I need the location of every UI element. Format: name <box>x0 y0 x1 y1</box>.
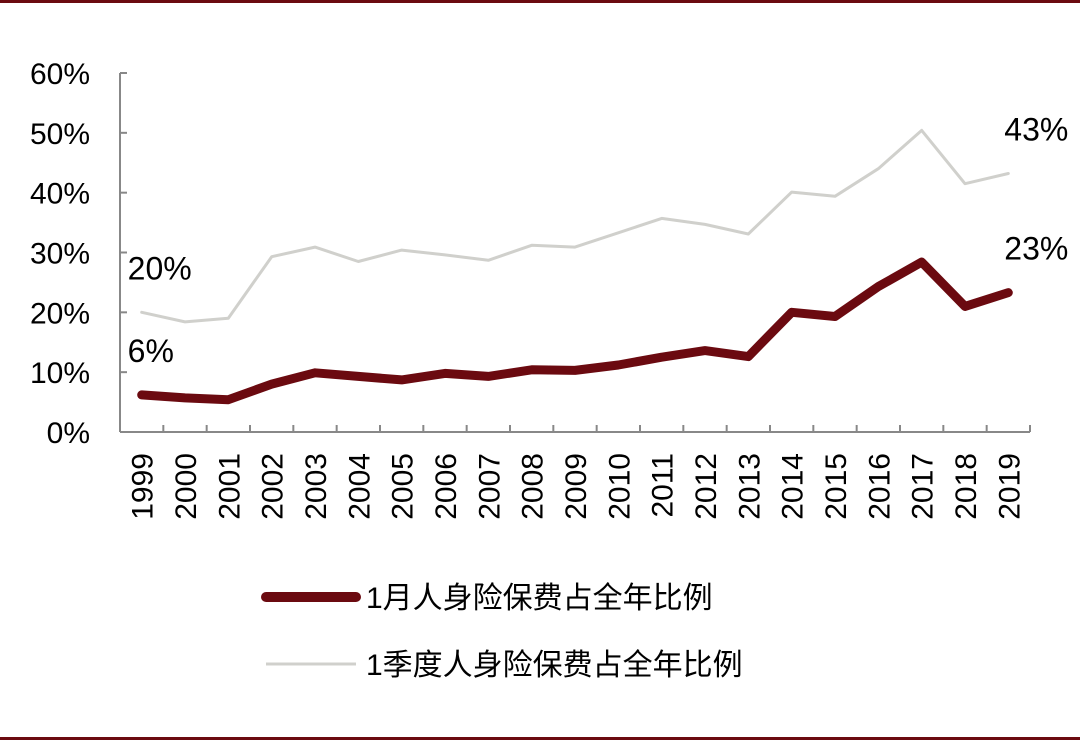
data-label: 23% <box>1004 231 1068 267</box>
x-tick-label: 2016 <box>863 453 896 520</box>
y-tick-label: 30% <box>30 238 90 271</box>
x-tick-label: 1999 <box>127 453 160 520</box>
y-tick-label: 0% <box>47 417 90 450</box>
y-tick-label: 10% <box>30 357 90 390</box>
top-rule <box>0 0 1080 3</box>
x-tick-label: 2010 <box>603 453 636 520</box>
x-tick-label: 2003 <box>300 453 333 520</box>
x-tick-label: 2002 <box>257 453 290 520</box>
x-tick-label: 2015 <box>820 453 853 520</box>
x-tick-label: 2012 <box>690 453 723 520</box>
data-label: 6% <box>128 333 174 369</box>
legend-label-jan: 1月人身险保费占全年比例 <box>366 582 713 615</box>
data-label: 43% <box>1004 112 1068 148</box>
x-tick-label: 2014 <box>777 453 810 520</box>
x-tick-label: 2006 <box>430 453 463 520</box>
x-tick-label: 2005 <box>387 453 420 520</box>
x-tick-label: 2000 <box>170 453 203 520</box>
x-tick-label: 2001 <box>213 453 246 520</box>
x-tick-label: 2008 <box>517 453 550 520</box>
series-line-jan <box>137 257 1013 405</box>
x-tick-label: 2013 <box>733 453 766 520</box>
data-label: 20% <box>128 250 192 286</box>
y-tick-label: 60% <box>30 58 90 91</box>
y-tick-label: 20% <box>30 297 90 330</box>
x-tick-label: 2009 <box>560 453 593 520</box>
x-tick-label: 2017 <box>907 453 940 520</box>
series-line-q1 <box>140 128 1010 324</box>
y-tick-label: 50% <box>30 118 90 151</box>
x-tick-label: 2019 <box>993 453 1026 520</box>
x-tick-label: 2007 <box>473 453 506 520</box>
legend-label-q1: 1季度人身险保费占全年比例 <box>366 649 743 682</box>
x-tick-label: 2011 <box>647 453 680 518</box>
bottom-rule <box>0 737 1080 740</box>
y-tick-label: 40% <box>30 178 90 211</box>
x-tick-label: 2004 <box>343 453 376 520</box>
x-tick-label: 2018 <box>950 453 983 520</box>
